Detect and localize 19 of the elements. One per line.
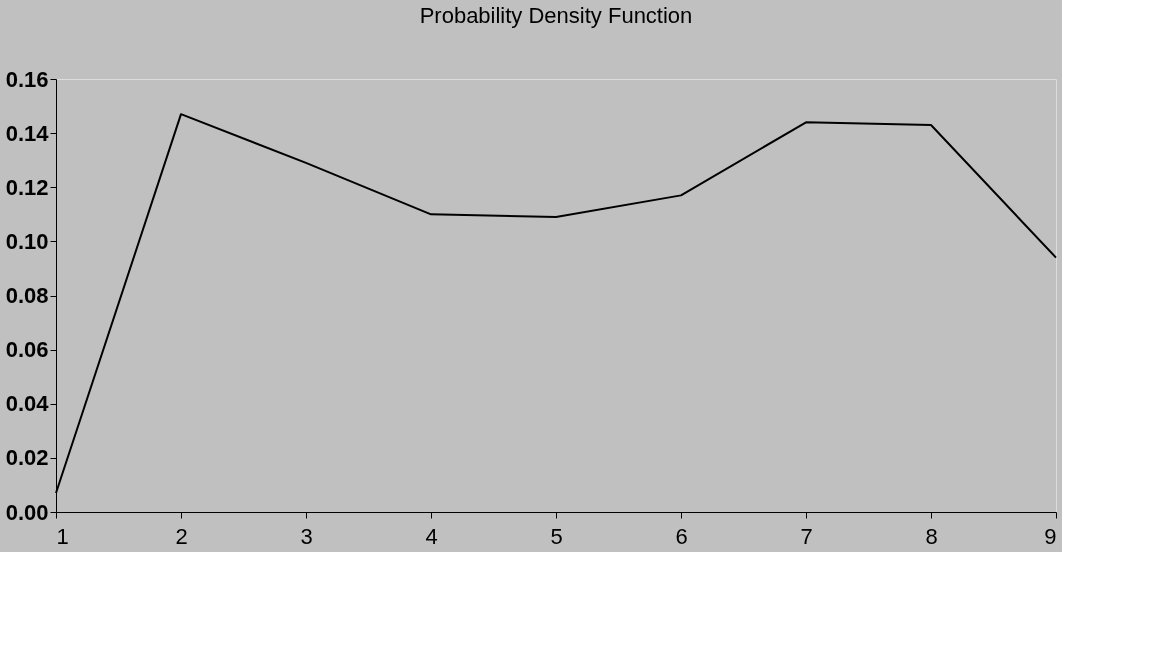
x-tick-label: 4 [425, 523, 438, 549]
y-tick-label: 0.12 [5, 174, 49, 200]
x-tick-label: 2 [175, 523, 188, 549]
x-tick-label: 8 [925, 523, 938, 549]
y-tick-label: 0.16 [5, 66, 49, 92]
x-tick-label: 9 [1044, 523, 1057, 549]
x-tick-label: 1 [56, 523, 69, 549]
y-tick-label: 0.06 [5, 337, 49, 363]
y-tick-label: 0.00 [5, 499, 49, 525]
y-tick-label: 0.14 [5, 120, 50, 146]
chart-title: Probability Density Function [419, 3, 693, 28]
x-tick-label: 3 [300, 523, 313, 549]
y-tick-label: 0.08 [5, 283, 49, 308]
x-tick-label: 7 [800, 523, 813, 549]
y-tick-label: 0.02 [5, 445, 49, 471]
y-tick-label: 0.10 [5, 228, 49, 254]
y-tick-label: 0.04 [5, 391, 50, 417]
x-tick-label: 5 [550, 523, 563, 549]
x-tick-label: 6 [675, 523, 688, 549]
